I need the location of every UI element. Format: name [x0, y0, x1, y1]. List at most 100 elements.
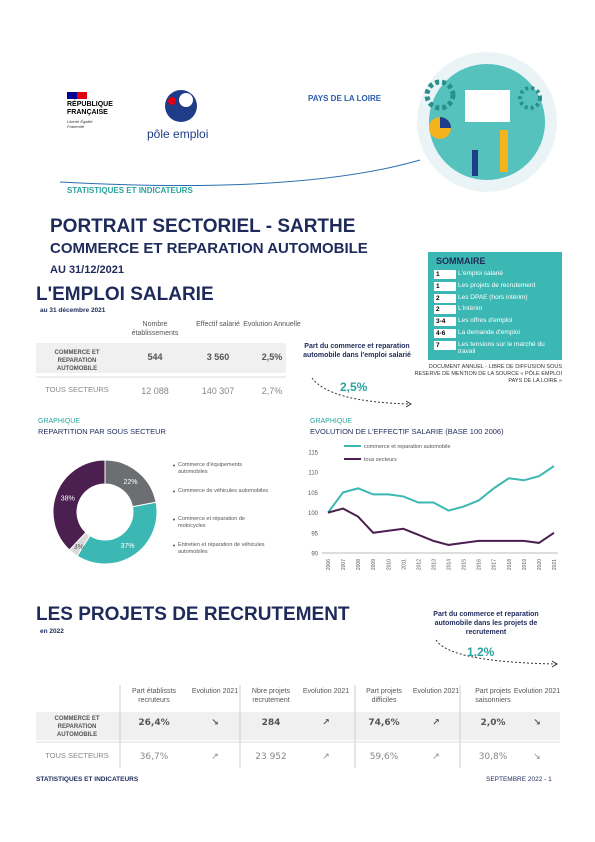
trend-arrow: ↘ — [533, 718, 541, 728]
title: PORTRAIT SECTORIEL - SARTHE — [50, 216, 356, 237]
sommaire-label: L'intérim — [458, 305, 483, 313]
section-title: L'EMPLOI SALARIE — [36, 284, 214, 305]
devise: Liberté Égalité Fraternité — [67, 119, 93, 129]
footer-right: SEPTEMBRE 2022 - 1 — [486, 776, 552, 783]
donut-slice — [76, 501, 158, 565]
column-header: Nombre établissements — [131, 321, 179, 337]
cell: 12 088 — [141, 386, 169, 396]
row-label: COMMERCE ET REPARATION AUTOMOBILE — [54, 350, 100, 372]
row-label: COMMERCE ET REPARATION AUTOMOBILE — [54, 716, 100, 738]
sommaire-label: Les projets de recrutement — [458, 281, 536, 289]
callout-value: 1,2% — [467, 645, 495, 659]
legend-entry: Commerce et réparation de motocycles — [178, 516, 245, 529]
sommaire-label: Les DPAE (hors intérim) — [458, 293, 528, 301]
column-header: Effectif salarié — [196, 321, 240, 328]
cell: 284 — [261, 718, 281, 728]
trend-arrow: ↗ — [432, 752, 440, 762]
cell: 3 560 — [206, 352, 230, 362]
section-subtitle: en 2022 — [40, 628, 64, 635]
person — [472, 150, 478, 176]
callout-text: Part du commerce et reparation automobil… — [433, 611, 539, 636]
x-tick-label: 2006 — [326, 559, 332, 570]
sommaire-label: Les offres d'emploi — [458, 317, 513, 325]
sommaire-page: 1 — [434, 270, 456, 279]
x-tick-label: 2009 — [371, 559, 377, 570]
republique: RÉPUBLIQUE FRANÇAISE — [67, 101, 113, 116]
sommaire-title: SOMMAIRE — [436, 256, 486, 266]
cell: 30,8% — [478, 752, 508, 762]
cell: 26,4% — [138, 718, 170, 728]
row-label: TOUS SECTEURS — [45, 751, 109, 760]
x-tick-label: 2019 — [522, 559, 528, 570]
callout-value: 2,5% — [340, 380, 368, 394]
line — [327, 465, 555, 514]
chart-title: EVOLUTION DE L'EFFECTIF SALARIE (BASE 10… — [310, 427, 504, 436]
cell: 2,7% — [261, 386, 283, 396]
section-subtitle: au 31 décembre 2021 — [40, 307, 106, 314]
sommaire-page: 3-4 — [434, 317, 456, 327]
legend-bullet — [173, 518, 175, 521]
x-tick-label: 2008 — [356, 559, 362, 570]
cell: 23 952 — [255, 752, 287, 762]
sommaire-page: 2 — [434, 305, 456, 315]
legend-entry: Entretien et réparation de véhicules aut… — [178, 542, 265, 555]
date: AU 31/12/2021 — [50, 264, 124, 276]
legend-entry: commerce et reparation automobile — [364, 444, 451, 450]
subtitle: COMMERCE ET REPARATION AUTOMOBILE — [50, 240, 368, 257]
series-name: STATISTIQUES ET INDICATEURS — [67, 186, 193, 195]
person — [500, 130, 508, 172]
callout-arrow — [405, 400, 412, 408]
y-tick-label: 95 — [311, 531, 318, 537]
trend-arrow: ↗ — [432, 718, 440, 728]
row-bg — [36, 343, 286, 373]
x-tick-label: 2018 — [507, 559, 513, 570]
note: DOCUMENT ANNUEL - LIBRE DE DIFFUSION SOU… — [414, 364, 562, 384]
y-tick-label: 105 — [308, 491, 319, 497]
row-bg — [36, 712, 560, 740]
chart-title: REPARTITION PAR SOUS SECTEUR — [38, 427, 166, 436]
callout-arrow — [551, 660, 558, 668]
cell: 2,5% — [261, 352, 283, 362]
sommaire-label: La demande d'emploi — [458, 329, 520, 336]
trend-arrow: ↘ — [533, 752, 541, 762]
data-label: 38% — [61, 495, 75, 502]
x-tick-label: 2017 — [492, 559, 498, 570]
legend-bullet — [173, 544, 175, 547]
data-label: 22% — [123, 479, 137, 486]
chart-label: GRAPHIQUE — [310, 418, 353, 425]
legend-entry: tous secteurs — [364, 457, 397, 463]
data-label: 37% — [120, 543, 134, 550]
chart-label: GRAPHIQUE — [38, 418, 81, 425]
section-title: LES PROJETS DE RECRUTEMENT — [36, 604, 350, 625]
column-header: Evolution 2021 — [302, 688, 350, 695]
x-tick-label: 2021 — [552, 559, 558, 570]
cell: 74,6% — [368, 718, 400, 728]
column-header: Part établissts recruteurs — [132, 688, 176, 704]
sommaire-page: 7 — [434, 340, 456, 350]
cell: 544 — [147, 352, 163, 362]
donut-slice — [52, 459, 106, 551]
legend-entry: Commerce d'équipements automobiles — [178, 462, 243, 475]
header-curve — [59, 159, 421, 186]
sommaire-label: L'emploi salarié — [458, 270, 503, 277]
screen — [465, 90, 510, 122]
cell: 59,6% — [369, 752, 399, 762]
column-header: Evolution Annuelle — [243, 321, 301, 328]
brand: pôle emploi — [147, 127, 209, 141]
gear — [518, 86, 542, 110]
column-header: Nbre projets recrutement — [251, 688, 291, 704]
x-tick-label: 2007 — [341, 559, 347, 570]
legend-bullet — [173, 490, 175, 493]
x-tick-label: 2016 — [477, 559, 483, 570]
sommaire-page: 2 — [434, 293, 456, 303]
x-tick-label: 2011 — [401, 559, 407, 570]
region: PAYS DE LA LOIRE — [308, 94, 382, 103]
sommaire-page: 4-6 — [434, 329, 456, 338]
data-label: 3% — [74, 544, 84, 551]
trend-arrow: ↗ — [322, 718, 330, 728]
y-tick-label: 90 — [311, 552, 318, 558]
legend-bullet — [173, 464, 175, 467]
